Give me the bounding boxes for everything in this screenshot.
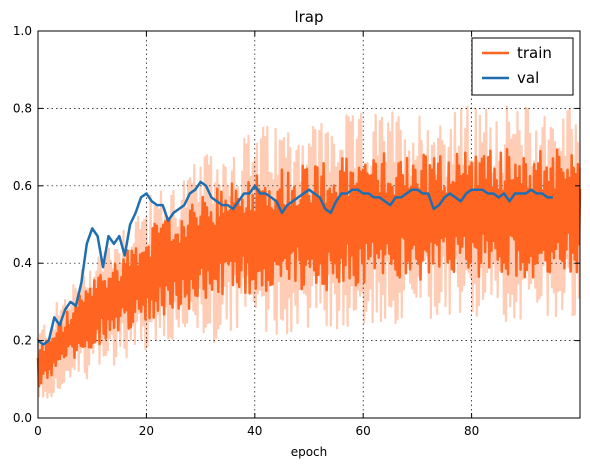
y-tick-label: 0.6	[13, 179, 32, 193]
x-tick-label: 20	[139, 424, 154, 438]
chart-title: lrap	[294, 8, 323, 26]
y-tick-label: 0.4	[13, 256, 32, 270]
plot-frame	[37, 30, 581, 419]
legend: train val	[471, 37, 574, 96]
y-tick-label: 1.0	[13, 24, 32, 38]
val-series-layer	[37, 180, 553, 346]
y-tick-label: 0.8	[13, 101, 32, 115]
legend-box	[471, 37, 574, 96]
train-series-layer	[36, 147, 582, 388]
tick-labels-layer: 0 20 40 60 80 0.0 0.2 0.4 0.6 0.8 1.0	[13, 24, 479, 438]
x-tick-label: 0	[34, 424, 42, 438]
legend-val-label: val	[517, 69, 539, 87]
legend-train-label: train	[517, 44, 552, 62]
val-series-line	[37, 180, 553, 346]
y-tick-label: 0.0	[13, 411, 32, 425]
ticks-layer	[37, 30, 580, 419]
train-series-line	[36, 147, 582, 388]
x-axis-title: epoch	[291, 445, 328, 459]
x-tick-label: 60	[356, 424, 371, 438]
x-tick-label: 40	[247, 424, 262, 438]
y-tick-label: 0.2	[13, 334, 32, 348]
x-tick-label: 80	[464, 424, 479, 438]
